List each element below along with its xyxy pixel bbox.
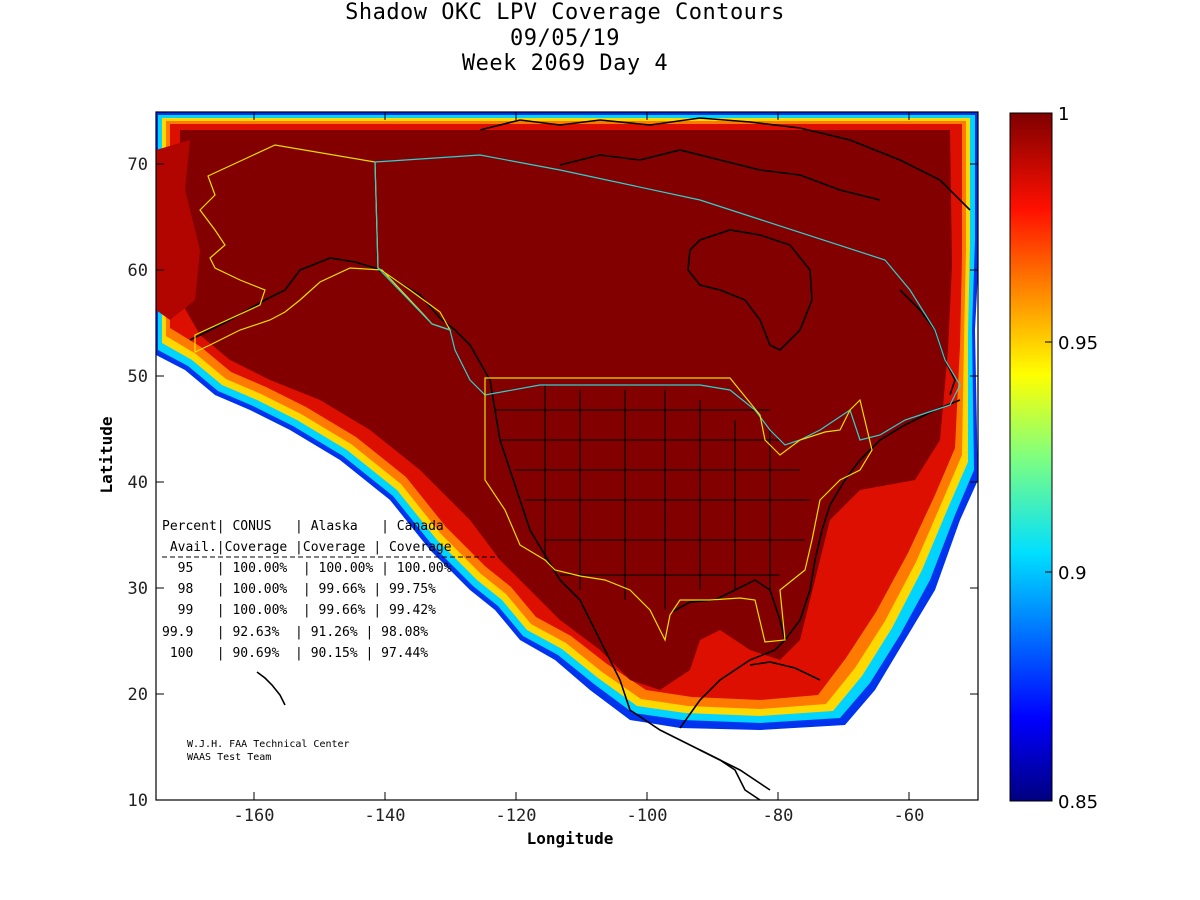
y-tick-label: 10 <box>128 791 148 811</box>
y-tick-label: 60 <box>128 261 148 281</box>
y-axis: 10 20 30 40 50 60 70 Latitude <box>97 155 978 811</box>
colorbar-tick-label: 0.95 <box>1058 333 1098 354</box>
table-row: 95 | 100.00% | 100.00% | 100.00% <box>162 561 452 576</box>
coverage-table: Percent| CONUS | Alaska | Canada Avail.|… <box>162 519 500 661</box>
x-tick-label: -80 <box>763 806 794 826</box>
x-tick-label: -120 <box>496 806 537 826</box>
coast-arctic1 <box>479 117 971 211</box>
credit-line2: WAAS Test Team <box>187 752 271 763</box>
x-tick-label: -60 <box>894 806 925 826</box>
coast-hudson <box>687 229 813 351</box>
table-row: 98 | 100.00% | 99.66% | 99.75% <box>162 582 436 597</box>
plot-frame <box>155 111 979 801</box>
coast-arctic2 <box>559 149 881 201</box>
coastlines <box>189 117 971 800</box>
chart-title-line3: Week 2069 Day 4 <box>461 51 669 76</box>
coast-cuba <box>749 661 821 681</box>
table-row: 99 | 100.00% | 99.66% | 99.42% <box>162 603 436 618</box>
colorbar-tick-label: 1 <box>1058 104 1069 125</box>
y-tick-label: 50 <box>128 367 148 387</box>
table-header-row1: Percent| CONUS | Alaska | Canada <box>162 519 444 534</box>
service-volumes <box>194 144 961 643</box>
coast-alaska <box>189 257 491 381</box>
table-header-row2: Avail.|Coverage |Coverage | Coverage <box>162 540 452 555</box>
alaska-service-volume <box>194 144 452 353</box>
coast-eastcoast <box>784 399 961 641</box>
table-row: 100 | 90.69% | 90.15% | 97.44% <box>162 646 428 661</box>
x-tick-label: -140 <box>365 806 406 826</box>
coast-centralamerica <box>699 749 761 800</box>
x-axis: -160 -140 -120 -100 -80 -60 Longitude <box>234 112 925 848</box>
credit-line1: W.J.H. FAA Technical Center <box>187 739 350 750</box>
y-tick-label: 40 <box>128 473 148 493</box>
y-axis-label: Latitude <box>97 416 116 493</box>
y-tick-label: 30 <box>128 579 148 599</box>
x-tick-label: -100 <box>627 806 668 826</box>
x-tick-label: -160 <box>234 806 275 826</box>
colorbar-gradient <box>1009 112 1053 802</box>
contour-red-west <box>156 140 200 320</box>
chart-title-line1: Shadow OKC LPV Coverage Contours <box>345 0 785 25</box>
coast-westcoast <box>489 379 771 791</box>
x-axis-label: Longitude <box>527 829 614 848</box>
colorbar-tick-label: 0.9 <box>1058 563 1087 584</box>
state-borders <box>495 385 810 610</box>
y-tick-label: 20 <box>128 685 148 705</box>
colorbar-tick-label: 0.85 <box>1058 792 1098 813</box>
colorbar: 1 0.95 0.9 0.85 <box>1009 104 1098 813</box>
y-tick-label: 70 <box>128 155 148 175</box>
conus-service-volume <box>484 377 873 643</box>
table-row: 99.9 | 92.63% | 91.26% | 98.08% <box>162 625 428 640</box>
coast-hawaii <box>256 671 286 706</box>
chart-title-line2: 09/05/19 <box>510 26 620 51</box>
canada-service-volume <box>374 154 961 446</box>
